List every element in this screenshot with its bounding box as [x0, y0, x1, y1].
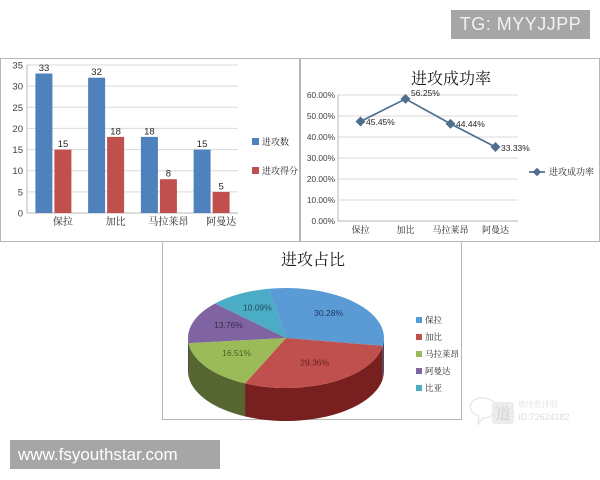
- svg-text:20: 20: [12, 124, 23, 135]
- svg-text:加比: 加比: [396, 223, 414, 236]
- svg-text:10: 10: [12, 166, 23, 177]
- svg-text:13.76%: 13.76%: [214, 320, 243, 330]
- svg-text:50.00%: 50.00%: [307, 111, 336, 121]
- svg-text:15: 15: [12, 145, 23, 156]
- svg-text:18: 18: [110, 126, 121, 137]
- svg-text:33.33%: 33.33%: [501, 143, 530, 153]
- svg-text:16.51%: 16.51%: [222, 348, 251, 358]
- svg-text:马拉莱昂: 马拉莱昂: [148, 213, 188, 228]
- svg-text:18: 18: [144, 126, 155, 137]
- svg-text:5: 5: [18, 187, 23, 198]
- svg-text:加比: 加比: [106, 213, 126, 228]
- svg-text:30: 30: [12, 82, 23, 93]
- svg-text:ID:72624182: ID:72624182: [518, 412, 570, 422]
- svg-text:30.28%: 30.28%: [314, 308, 343, 318]
- svg-text:29.36%: 29.36%: [300, 357, 329, 367]
- svg-text:32: 32: [91, 67, 102, 78]
- svg-text:0: 0: [18, 209, 23, 220]
- svg-text:15: 15: [58, 139, 69, 150]
- svg-text:60.00%: 60.00%: [307, 90, 336, 100]
- svg-text:道: 道: [495, 403, 510, 424]
- svg-text:40.00%: 40.00%: [307, 132, 336, 142]
- svg-text:进攻成功率: 进攻成功率: [549, 165, 594, 178]
- svg-text:35: 35: [12, 61, 23, 72]
- svg-text:20.00%: 20.00%: [307, 174, 336, 184]
- svg-text:阿曼达: 阿曼达: [206, 213, 236, 228]
- svg-text:8: 8: [166, 169, 171, 180]
- svg-text:56.25%: 56.25%: [411, 88, 440, 98]
- svg-text:阿曼达: 阿曼达: [482, 223, 509, 236]
- svg-text:保拉: 保拉: [53, 213, 73, 228]
- svg-text:10.00%: 10.00%: [307, 195, 336, 205]
- svg-text:45.45%: 45.45%: [366, 117, 395, 127]
- svg-text:马拉莱昂: 马拉莱昂: [432, 223, 468, 236]
- svg-text:0.00%: 0.00%: [311, 216, 335, 226]
- svg-text:33: 33: [39, 63, 50, 74]
- svg-text:15: 15: [197, 139, 208, 150]
- svg-text:保拉: 保拉: [351, 223, 369, 236]
- svg-text:25: 25: [12, 103, 23, 114]
- svg-text:10.09%: 10.09%: [243, 303, 272, 313]
- svg-text:5: 5: [218, 181, 223, 192]
- svg-text:旗途数排版: 旗途数排版: [518, 399, 558, 410]
- svg-text:44.44%: 44.44%: [456, 119, 485, 129]
- svg-text:30.00%: 30.00%: [307, 153, 336, 163]
